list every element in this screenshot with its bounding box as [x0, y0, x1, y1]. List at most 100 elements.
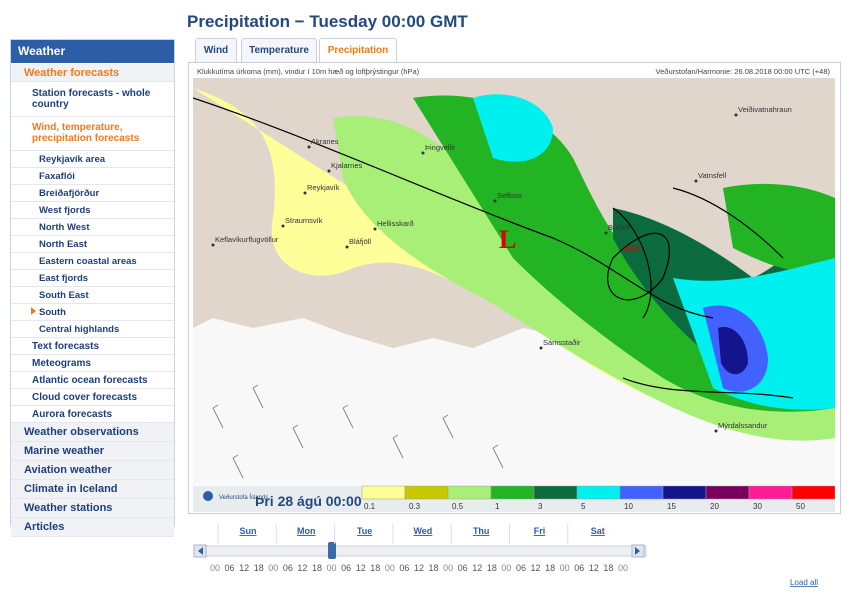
- tab[interactable]: Temperature: [241, 38, 317, 63]
- low-label: L: [499, 225, 516, 254]
- place-dot: [373, 227, 377, 231]
- place-dot: [307, 145, 311, 149]
- hour-label[interactable]: 18: [370, 563, 380, 573]
- place-name: Veiðivatnahraun: [738, 105, 792, 114]
- day-link[interactable]: Fri: [534, 526, 546, 536]
- place-dot: [303, 191, 307, 195]
- menu-item[interactable]: Aurora forecasts: [11, 406, 174, 423]
- day-link[interactable]: Mon: [297, 526, 316, 536]
- load-all[interactable]: Load all: [790, 578, 818, 587]
- scale-label: 3: [538, 502, 543, 511]
- place-name: Akranes: [311, 137, 339, 146]
- place-name: Þingvellir: [425, 143, 456, 152]
- page-title: Precipitation − Tuesday 00:00 GMT: [187, 12, 468, 31]
- timeline: Load all Sun Mon Tue Wed Thu Fri Sat 00 06 12 18 00…: [193, 524, 818, 587]
- scale-label: 5: [581, 502, 586, 511]
- hour-label[interactable]: 00: [210, 563, 220, 573]
- menu-item[interactable]: East fjords: [11, 270, 174, 287]
- scale-box: [791, 485, 835, 500]
- menu-item[interactable]: Atlantic ocean forecasts: [11, 372, 174, 389]
- menu-item[interactable]: South: [11, 304, 174, 321]
- hour-label[interactable]: 00: [268, 563, 278, 573]
- menu-section[interactable]: Marine weather: [11, 442, 174, 461]
- menu-item[interactable]: West fjords: [11, 202, 174, 219]
- menu-item[interactable]: Station forecasts - whole country: [11, 83, 174, 117]
- menu-item[interactable]: Faxaflói: [11, 168, 174, 185]
- hour-label[interactable]: 12: [472, 563, 482, 573]
- hour-label[interactable]: 18: [487, 563, 497, 573]
- menu-item[interactable]: North West: [11, 219, 174, 236]
- place-dot: [604, 231, 608, 235]
- place-name: Hellisskarð: [377, 219, 414, 228]
- hour-label[interactable]: 06: [574, 563, 584, 573]
- scale-box: [404, 485, 449, 500]
- hour-label[interactable]: 18: [312, 563, 322, 573]
- hour-label[interactable]: 12: [414, 563, 424, 573]
- hour-label[interactable]: 12: [531, 563, 541, 573]
- hour-label[interactable]: 06: [225, 563, 235, 573]
- day-link[interactable]: Sat: [591, 526, 605, 536]
- logo: Veðurstofa Íslands: [219, 494, 268, 501]
- menu-item[interactable]: North East: [11, 236, 174, 253]
- menu-item[interactable]: Meteograms: [11, 355, 174, 372]
- low-pressure: 989: [623, 244, 640, 255]
- hour-label[interactable]: 18: [545, 563, 555, 573]
- menu-item[interactable]: Text forecasts: [11, 338, 174, 355]
- hour-label[interactable]: 00: [618, 563, 628, 573]
- menu-item[interactable]: Eastern coastal areas: [11, 253, 174, 270]
- scale-label: 20: [710, 502, 719, 511]
- menu-section[interactable]: Weather observations: [11, 423, 174, 442]
- menu-section[interactable]: Articles: [11, 518, 174, 537]
- place-dot: [345, 245, 349, 249]
- hour-label[interactable]: 12: [356, 563, 366, 573]
- hour-label[interactable]: 12: [239, 563, 249, 573]
- place-name: Bláfjöll: [349, 237, 371, 246]
- places: Akranes Kjalarnes Þingvellir Reykjavík Strau…: [211, 105, 792, 433]
- menu-item[interactable]: Weather forecasts: [11, 64, 174, 82]
- menu-item[interactable]: Reykjavík area: [11, 151, 174, 168]
- hour-label[interactable]: 18: [603, 563, 613, 573]
- tab[interactable]: Wind: [195, 38, 237, 63]
- scale-box: [533, 485, 578, 500]
- menu-item[interactable]: Breiðafjörður: [11, 185, 174, 202]
- place-dot: [694, 179, 698, 183]
- hour-label[interactable]: 12: [297, 563, 307, 573]
- place-dot: [539, 346, 543, 350]
- hour-label[interactable]: 18: [429, 563, 439, 573]
- scale-box: [447, 485, 492, 500]
- hour-label[interactable]: 12: [589, 563, 599, 573]
- sidebar-title[interactable]: Weather: [11, 40, 174, 63]
- slider-handle[interactable]: [328, 542, 336, 559]
- hour-label[interactable]: 06: [341, 563, 351, 573]
- place-name: Reykjavík: [307, 183, 340, 192]
- hour-label[interactable]: 00: [327, 563, 337, 573]
- place-name: Keflavíkurflugvöllur: [215, 235, 279, 244]
- hour-label[interactable]: 18: [254, 563, 264, 573]
- day-link[interactable]: Wed: [413, 526, 432, 536]
- day-link[interactable]: Sun: [240, 526, 257, 536]
- hour-label[interactable]: 00: [443, 563, 453, 573]
- scale-box: [490, 485, 535, 500]
- menu-section[interactable]: Aviation weather: [11, 461, 174, 480]
- menu-section[interactable]: Climate in Iceland: [11, 480, 174, 499]
- hour-label[interactable]: 06: [458, 563, 468, 573]
- menu-item[interactable]: South East: [11, 287, 174, 304]
- menu-section[interactable]: Weather stations: [11, 499, 174, 518]
- place-dot: [493, 199, 497, 203]
- place-name: Búrfell: [608, 223, 630, 232]
- tab[interactable]: Precipitation: [319, 38, 397, 64]
- hour-label[interactable]: 06: [516, 563, 526, 573]
- day-link[interactable]: Tue: [357, 526, 372, 536]
- scale-box: [361, 485, 406, 500]
- hour-label[interactable]: 00: [385, 563, 395, 573]
- day-link[interactable]: Thu: [473, 526, 490, 536]
- menu-item[interactable]: Wind, temperature, precipitation forecas…: [11, 117, 174, 151]
- hour-label[interactable]: 06: [399, 563, 409, 573]
- map-source: Veðurstofan/Harmonie: 26.08.2018 00:00 U…: [655, 67, 830, 76]
- hour-label[interactable]: 06: [283, 563, 293, 573]
- menu-item[interactable]: Cloud cover forecasts: [11, 389, 174, 406]
- menu-item[interactable]: Central highlands: [11, 321, 174, 338]
- scale-box: [662, 485, 707, 500]
- hour-label[interactable]: 00: [501, 563, 511, 573]
- hour-label[interactable]: 00: [560, 563, 570, 573]
